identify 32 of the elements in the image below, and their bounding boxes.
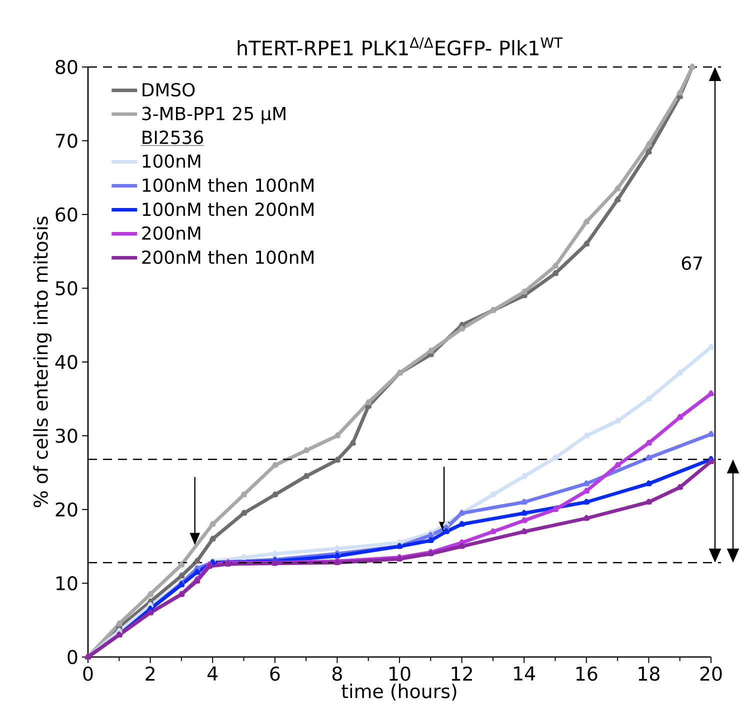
y-tick-label: 0 [68, 650, 78, 664]
y-tick-label: 40 [55, 354, 78, 370]
legend-label: 3-MB-PP1 25 μM [142, 106, 286, 124]
x-tick-label: 16 [576, 666, 598, 681]
y-tick-label: 80 [56, 60, 78, 74]
x-axis-title: time (hours) [342, 684, 456, 701]
x-tick-label: 10 [390, 666, 410, 681]
legend-label: 200nM [142, 226, 200, 240]
x-tick-label: 18 [638, 666, 660, 681]
x-tick-label: 20 [700, 666, 722, 681]
x-tick-label: 12 [452, 666, 472, 681]
y-tick-label: 60 [56, 207, 78, 222]
x-tick-label: 6 [270, 666, 280, 681]
x-tick-label: 4 [208, 666, 218, 680]
y-axis-title: % of cells entering into mitosis [33, 216, 52, 508]
x-tick-label: 8 [332, 666, 342, 681]
y-tick-label: 20 [56, 502, 78, 517]
legend-title: BI2536 [142, 130, 203, 144]
legend-label: 100nM [142, 154, 200, 168]
x-tick-label: 14 [514, 666, 536, 680]
y-tick-label: 70 [56, 134, 78, 148]
y-tick-label: 10 [56, 576, 78, 590]
chart-title: hTERT-RPE1 PLK1$^{Δ/Δ}$EGFP- Plk1$^{WT}$ [238, 38, 563, 56]
legend-label: 100nM then 200nM [142, 202, 314, 216]
x-tick-label: 2 [146, 666, 154, 681]
x-tick-label: 0 [83, 666, 93, 681]
y-tick-label: 30 [56, 428, 78, 443]
legend-label: DMSO [142, 82, 195, 97]
legend-label: 200nM then 100nM [142, 250, 314, 264]
annotation: 67 [682, 256, 702, 270]
y-tick-label: 50 [56, 281, 78, 296]
legend-label: 100nM then 100nM [142, 178, 314, 192]
